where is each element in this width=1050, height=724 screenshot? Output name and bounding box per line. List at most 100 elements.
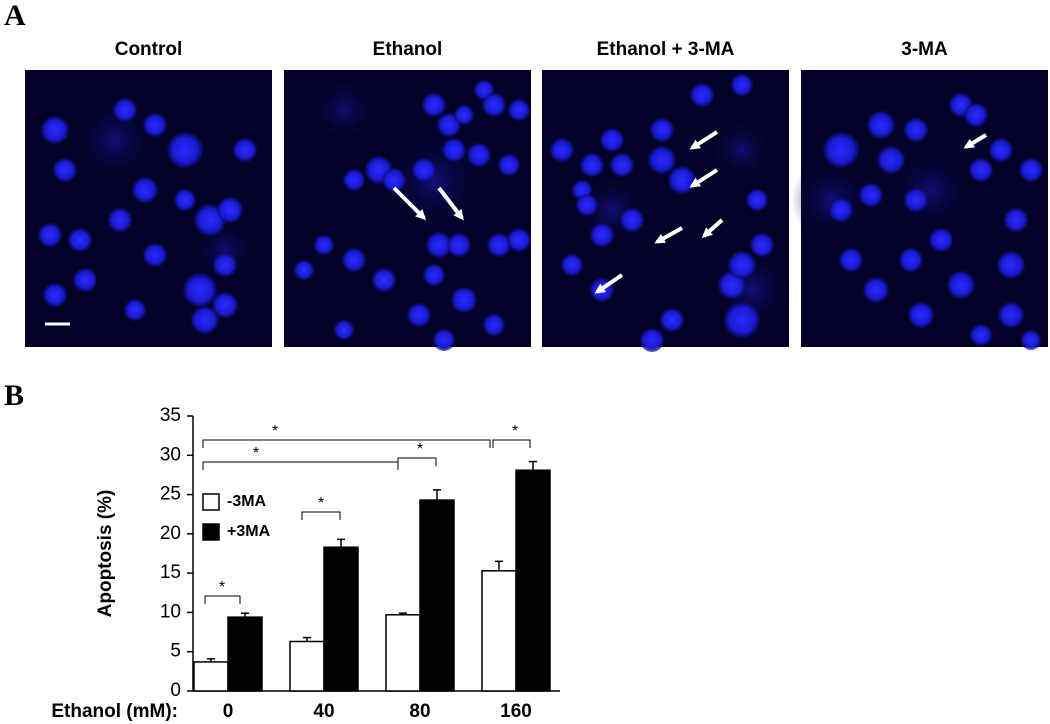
image-title: Ethanol + 3-MA — [597, 39, 735, 60]
y-tick-label: 35 — [160, 405, 181, 426]
nucleus — [108, 208, 132, 232]
nucleus — [442, 138, 466, 162]
panel-label: A — [4, 0, 26, 32]
nucleus — [648, 146, 676, 174]
x-tick-label: 160 — [500, 701, 532, 722]
nucleus — [73, 268, 97, 292]
nucleus — [660, 308, 684, 332]
nucleus — [412, 158, 436, 182]
bracket — [397, 457, 437, 466]
nucleus — [750, 233, 774, 257]
nucleus — [426, 232, 452, 258]
legend-swatch — [202, 493, 220, 511]
nucleus — [467, 143, 491, 167]
bar — [227, 616, 263, 692]
nucleus — [41, 116, 69, 144]
bar — [323, 546, 359, 692]
nucleus — [550, 138, 574, 162]
nucleus — [447, 233, 471, 257]
nucleus — [498, 154, 520, 176]
nucleus — [947, 271, 975, 299]
nucleus — [576, 194, 598, 216]
nucleus — [217, 197, 243, 223]
arrow-head — [963, 138, 975, 149]
arrow-head — [654, 233, 666, 244]
nucleus — [690, 83, 714, 107]
nucleus — [212, 292, 238, 318]
nucleus — [233, 138, 257, 162]
nucleus — [863, 277, 889, 303]
nucleus — [487, 233, 511, 257]
significance: * — [417, 441, 423, 458]
y-tick-label: 10 — [160, 601, 181, 622]
nucleus — [68, 228, 92, 252]
x-tick-label: 0 — [223, 701, 234, 722]
bar — [481, 570, 517, 692]
bar — [289, 640, 325, 692]
nucleus — [964, 103, 988, 127]
nucleus — [640, 328, 664, 352]
nucleus — [132, 177, 158, 203]
nucleus — [998, 302, 1024, 328]
nucleus — [908, 302, 934, 328]
arrow-head — [689, 139, 701, 150]
nucleus — [451, 287, 477, 313]
arrow-head — [701, 227, 713, 238]
nucleus — [53, 158, 77, 182]
nucleus — [113, 98, 137, 122]
nucleus — [143, 243, 167, 267]
nucleus — [904, 118, 928, 142]
legend-swatch — [202, 523, 220, 541]
nucleus — [124, 299, 146, 321]
nucleus — [1019, 158, 1043, 182]
nucleus — [407, 303, 431, 327]
nucleus — [38, 223, 62, 247]
nucleus — [580, 153, 604, 177]
nucleus — [859, 183, 883, 207]
x-tick-label: 40 — [313, 701, 334, 722]
haze — [791, 160, 871, 240]
arrow-head — [594, 283, 606, 294]
y-axis-label: Apoptosis (%) — [95, 490, 116, 618]
arrow-head — [453, 209, 464, 221]
nucleus — [600, 128, 624, 152]
nucleus — [183, 273, 217, 307]
nucleus — [650, 118, 674, 142]
nucleus — [423, 264, 445, 286]
nucleus — [174, 189, 196, 211]
image-title: Ethanol — [373, 39, 443, 60]
nucleus — [929, 228, 953, 252]
nucleus — [167, 132, 203, 168]
bracket — [202, 439, 491, 448]
nucleus — [823, 132, 859, 168]
nucleus — [382, 168, 406, 192]
nucleus — [839, 248, 863, 272]
nucleus — [1004, 208, 1028, 232]
bar — [385, 614, 421, 692]
image-title: 3-MA — [901, 39, 948, 60]
nucleus — [454, 105, 474, 125]
legend-label: +3MA — [227, 523, 271, 540]
nucleus — [342, 248, 366, 272]
significance: * — [512, 423, 518, 440]
nucleus — [989, 138, 1013, 162]
haze — [712, 120, 772, 180]
nucleus — [334, 320, 354, 340]
bar — [419, 499, 455, 692]
arrow-head — [689, 177, 701, 188]
bracket — [301, 511, 341, 520]
nucleus — [904, 188, 928, 212]
bar — [193, 661, 229, 692]
nucleus — [997, 251, 1025, 279]
significance: * — [272, 423, 278, 440]
nucleus — [561, 254, 583, 276]
nucleus — [867, 111, 895, 139]
nucleus — [969, 158, 993, 182]
nucleus — [899, 248, 923, 272]
significance: * — [318, 495, 324, 512]
nucleus — [620, 208, 644, 232]
y-tick-label: 25 — [160, 484, 181, 505]
y-tick-label: 30 — [160, 444, 181, 465]
x-tick-label: 80 — [409, 701, 430, 722]
nucleus — [314, 235, 334, 255]
